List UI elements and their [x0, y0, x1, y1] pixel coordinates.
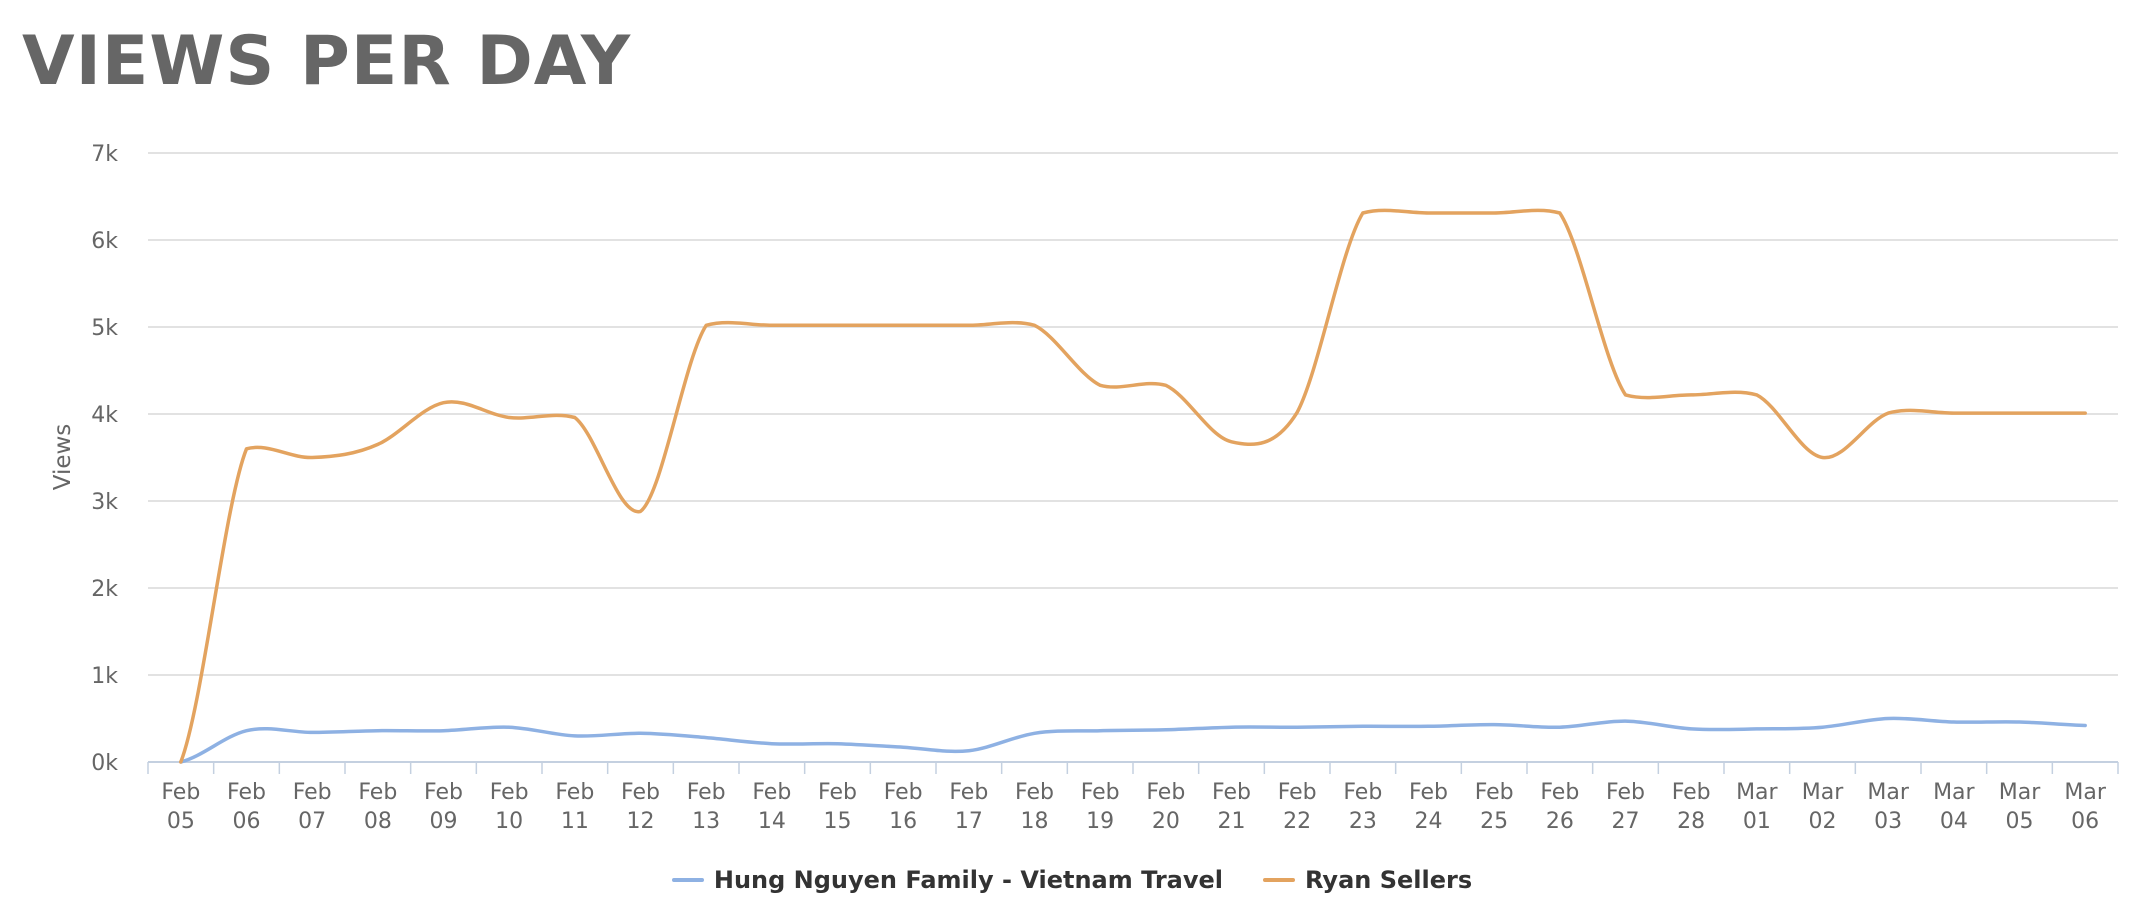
x-tick-label-day: 05: [167, 809, 195, 834]
x-tick-label-month: Feb: [293, 780, 332, 805]
y-tick-label: 5k: [91, 316, 118, 341]
x-tick-label-day: 05: [2006, 809, 2034, 834]
x-tick-label-month: Feb: [621, 780, 660, 805]
series-line-1: [179, 716, 2087, 764]
x-tick-label-month: Feb: [1212, 780, 1251, 805]
x-tick-label-day: 11: [561, 809, 589, 834]
x-tick-label-month: Feb: [1409, 780, 1448, 805]
y-tick-label: 2k: [91, 577, 118, 602]
x-tick-label-month: Feb: [555, 780, 594, 805]
y-tick-label: 7k: [91, 142, 118, 167]
x-tick-label-day: 01: [1743, 809, 1771, 834]
x-tick-label-month: Feb: [424, 780, 463, 805]
y-tick-label: 4k: [91, 403, 118, 428]
y-axis-title: Views: [50, 424, 76, 491]
x-tick-label-day: 21: [1218, 809, 1246, 834]
x-tick-label-day: 03: [1874, 809, 1902, 834]
legend-label: Hung Nguyen Family - Vietnam Travel: [713, 866, 1224, 894]
x-tick-label-day: 12: [627, 809, 655, 834]
x-tick-label-month: Mar: [1999, 780, 2041, 805]
x-tick-label-month: Mar: [1802, 780, 1844, 805]
x-tick-label-month: Mar: [2064, 780, 2106, 805]
x-tick-label-month: Mar: [1933, 780, 1975, 805]
x-tick-label-month: Feb: [1146, 780, 1185, 805]
legend: Hung Nguyen Family - Vietnam Travel Ryan …: [0, 866, 2144, 894]
y-tick-label: 3k: [91, 490, 118, 515]
x-tick-label-day: 18: [1021, 809, 1049, 834]
x-tick-label-month: Feb: [1475, 780, 1514, 805]
grid-lines: [148, 152, 2118, 676]
x-tick-label-day: 06: [233, 809, 261, 834]
x-tick-label-day: 19: [1086, 809, 1114, 834]
x-tick-label-day: 13: [692, 809, 720, 834]
x-tick-label-month: Feb: [752, 780, 791, 805]
x-tick-label-day: 20: [1152, 809, 1180, 834]
x-tick-label-month: Feb: [687, 780, 726, 805]
x-tick-label-day: 07: [298, 809, 326, 834]
legend-swatch: [1263, 878, 1296, 882]
x-tick-label-month: Feb: [161, 780, 200, 805]
y-tick-label: 6k: [91, 229, 118, 254]
x-tick-label-month: Feb: [1278, 780, 1317, 805]
x-tick-label-day: 27: [1612, 809, 1640, 834]
x-tick-label-month: Feb: [818, 780, 857, 805]
x-axis: Feb 05 Feb 06 Feb 07 Feb 08 Feb 09 Feb 10 Feb 11 Feb 12…: [147, 761, 2119, 834]
x-tick-label-day: 17: [955, 809, 983, 834]
x-tick-label-day: 02: [1809, 809, 1837, 834]
x-tick-label-month: Feb: [490, 780, 529, 805]
chart-title: VIEWS PER DAY: [22, 22, 632, 101]
x-tick-label-day: 23: [1349, 809, 1377, 834]
x-tick-label-month: Feb: [358, 780, 397, 805]
legend-swatch: [671, 878, 704, 882]
x-tick-label-day: 04: [1940, 809, 1968, 834]
y-tick-label: 1k: [91, 664, 118, 689]
x-tick-label-day: 16: [889, 809, 917, 834]
x-tick-label-day: 22: [1283, 809, 1311, 834]
x-tick-label-month: Feb: [884, 780, 923, 805]
series-line-2: [179, 208, 2087, 764]
x-tick-label-day: 15: [824, 809, 852, 834]
series-lines: [179, 208, 2087, 764]
y-tick-labels: 0k 1k 2k 3k 4k 5k 6k 7k: [91, 142, 118, 776]
legend-item-1[interactable]: Hung Nguyen Family - Vietnam Travel: [671, 866, 1224, 894]
x-tick-label-day: 14: [758, 809, 786, 834]
legend-item-2[interactable]: Ryan Sellers: [1263, 866, 1472, 894]
x-tick-label-month: Feb: [227, 780, 266, 805]
x-tick-label-day: 10: [495, 809, 523, 834]
x-tick-label-day: 24: [1415, 809, 1443, 834]
legend-label: Ryan Sellers: [1305, 866, 1473, 894]
x-tick-label-day: 08: [364, 809, 392, 834]
x-tick-label-day: 26: [1546, 809, 1574, 834]
x-tick-label-month: Mar: [1867, 780, 1909, 805]
x-tick-label-day: 09: [430, 809, 458, 834]
x-tick-label-month: Mar: [1736, 780, 1778, 805]
x-tick-label-day: 25: [1480, 809, 1508, 834]
x-tick-label-month: Feb: [1015, 780, 1054, 805]
x-tick-label-month: Feb: [1540, 780, 1579, 805]
x-tick-label-month: Feb: [1343, 780, 1382, 805]
x-tick-label-day: 06: [2071, 809, 2099, 834]
x-tick-label-month: Feb: [1606, 780, 1645, 805]
y-tick-label: 0k: [91, 751, 118, 776]
x-tick-label-month: Feb: [949, 780, 988, 805]
x-tick-label-month: Feb: [1081, 780, 1120, 805]
x-tick-label-month: Feb: [1672, 780, 1711, 805]
x-tick-label-day: 28: [1677, 809, 1705, 834]
